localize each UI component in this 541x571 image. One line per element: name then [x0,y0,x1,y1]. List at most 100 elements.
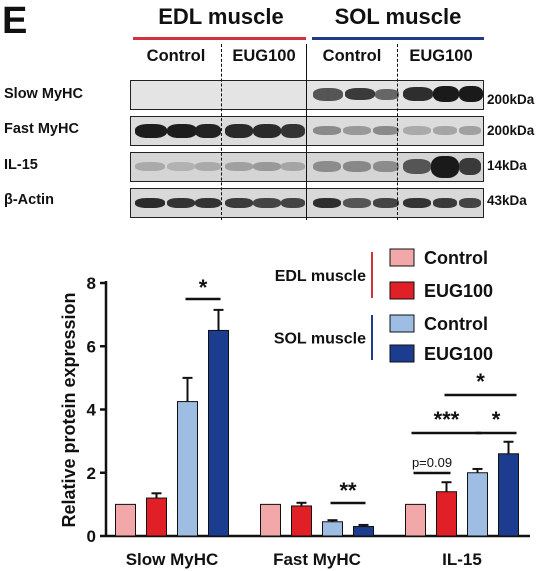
bar [177,401,198,537]
x-category-label: IL-15 [442,550,482,569]
band [373,198,399,208]
x-category-label: Fast MyHC [273,550,361,569]
y-tick-label: 2 [87,464,96,483]
bar [436,491,457,537]
band [373,126,399,135]
group-label-edl-control: Control [146,47,206,65]
band [135,124,167,138]
band [135,162,165,171]
bar [208,329,229,537]
band [225,198,253,208]
legend-swatch [389,344,415,363]
bar [405,503,426,537]
band [253,124,281,138]
band [281,162,305,171]
bar [260,503,281,537]
mw-label-beta-actin: 43kDa [487,193,527,208]
mw-label-fast-myhc: 200kDa [487,123,535,138]
band [135,198,165,208]
y-tick-label: 4 [87,401,97,420]
row-label-slow-myhc: Slow MyHC [4,86,83,102]
band [403,159,431,174]
band [225,162,253,171]
band [253,162,281,171]
row-label-fast-myhc: Fast MyHC [4,121,79,137]
group-label-sol-eug100: EUG100 [409,47,473,65]
band [459,198,481,208]
separator-edl-groups [221,44,222,220]
band [403,198,431,208]
band [345,88,375,100]
band [431,156,459,178]
blot-strip-il15 [130,152,484,182]
band [167,124,197,138]
bar [467,472,488,537]
band [343,161,371,172]
bar [115,503,136,537]
band [167,198,195,208]
y-tick-label: 8 [87,274,96,293]
legend-entry: EUG100 [424,281,493,301]
legend-group-label: EDL muscle [275,268,366,285]
legend-swatch [389,281,415,300]
row-label-beta-actin: β-Actin [4,192,54,208]
sig-il15-control-label: *** [434,407,460,432]
sig-slow-myhc-label: * [199,275,208,300]
panel-letter: E [2,0,28,42]
edl-muscle-title: EDL muscle [158,4,284,29]
bar [291,505,312,537]
separator-muscles [306,44,307,220]
bar [353,526,374,537]
separator-sol-groups [397,44,398,220]
band [403,126,431,135]
x-category-label: Slow MyHC [126,550,219,569]
band [433,126,457,135]
sol-title-underline [312,37,484,40]
blot-strip-slow-myhc [130,80,484,110]
band [459,126,481,135]
band [313,88,343,101]
band [313,198,341,208]
y-tick-label: 0 [87,527,96,546]
band [167,162,195,171]
band [195,162,221,171]
band [313,161,341,172]
blot-strip-fast-myhc [130,116,484,146]
band [433,86,459,102]
legend-entry: Control [424,314,488,334]
edl-title-underline [133,37,306,40]
legend-group-label: SOL muscle [274,331,366,348]
sig-il15-sol-label: * [492,407,501,432]
band [373,161,399,172]
y-tick-label: 6 [87,337,96,356]
band [433,198,457,208]
band [459,86,483,102]
sig-il15-p-label: p=0.09 [412,455,452,470]
sig-fast-myhc-label: ** [339,478,357,503]
bar [498,453,519,537]
sol-muscle-title: SOL muscle [334,4,462,29]
bar [322,521,343,537]
band [343,198,371,208]
band [225,124,253,138]
band [459,158,481,175]
row-label-il15: IL-15 [4,157,38,173]
legend-swatch [389,314,415,333]
legend-entry: Control [424,248,488,268]
legend-swatch [389,248,415,267]
mw-label-slow-myhc: 200kDa [487,92,535,107]
blot-strip-beta-actin [130,188,484,218]
band [195,124,221,138]
y-axis-label: Relative protein expression [59,292,79,527]
mw-label-il15: 14kDa [487,158,527,173]
band [281,198,305,208]
group-label-edl-eug100: EUG100 [232,47,296,65]
band [403,87,433,101]
sig-il15-eug-label: * [476,369,485,394]
band [313,126,341,135]
band [195,198,221,208]
band [281,124,305,138]
bar [146,497,167,537]
